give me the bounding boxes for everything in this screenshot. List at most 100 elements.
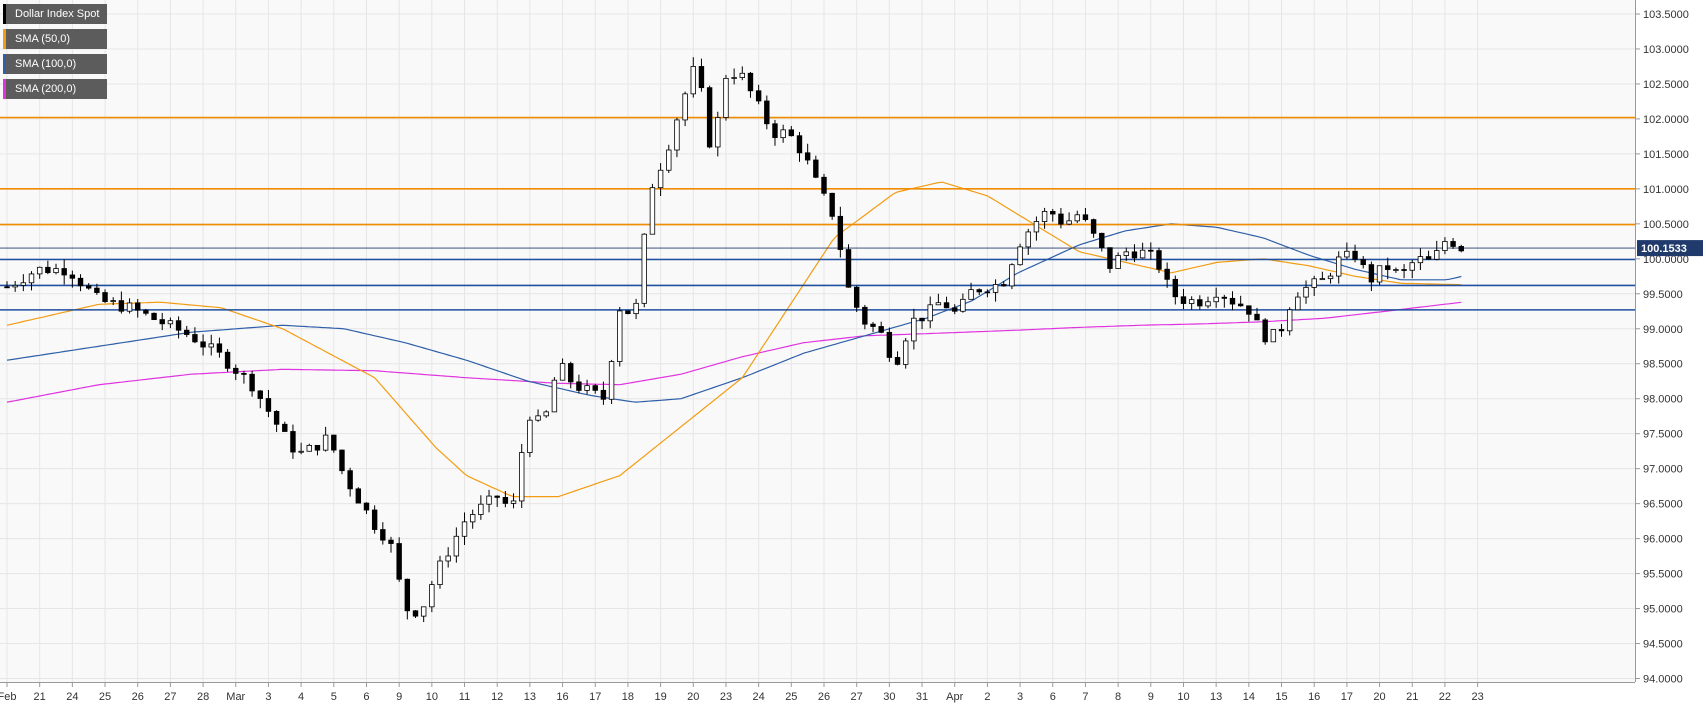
x-tick-label: 7 [1082, 691, 1088, 703]
candle-body [478, 503, 484, 515]
candle-body [1278, 329, 1285, 332]
candle-body [576, 381, 582, 391]
x-tick-label: 28 [197, 691, 209, 703]
candle-body [813, 159, 819, 178]
x-tick-label: 25 [785, 691, 797, 703]
y-tick-label: 99.0000 [1643, 324, 1683, 336]
candle-body [837, 215, 844, 250]
candle-body [494, 495, 500, 498]
legend-label: SMA (200,0) [15, 83, 77, 95]
x-tick-label: 10 [426, 691, 438, 703]
candle-body [886, 331, 893, 358]
candle-body [298, 450, 304, 453]
candle-body [764, 100, 770, 125]
candle-body [249, 373, 255, 392]
candle-body [437, 560, 443, 585]
candle-body [894, 357, 901, 365]
candle-body [45, 266, 51, 274]
candle-body [388, 539, 394, 544]
candle-body [175, 320, 182, 331]
candle-body [510, 500, 517, 504]
candle-body [788, 129, 795, 137]
candle-body [919, 317, 925, 322]
candle-body [28, 273, 35, 284]
candle-body [674, 119, 680, 151]
candle-body [331, 434, 337, 451]
candle-body [371, 509, 378, 530]
candle-body [216, 343, 223, 353]
x-tick-label: 4 [298, 691, 304, 703]
candle-body [625, 310, 631, 315]
candle-body [1025, 231, 1031, 248]
candle-body [1425, 256, 1432, 260]
candle-body [878, 326, 884, 333]
x-tick-label: 9 [1148, 691, 1154, 703]
current-price-tag: 100.1533 [1637, 240, 1703, 257]
candle-body [559, 363, 566, 381]
candle-body [322, 434, 329, 451]
legend-item-sma-200[interactable]: SMA (200,0) [3, 79, 108, 99]
candle-body [1385, 265, 1391, 270]
candle-body [1172, 278, 1179, 298]
candle-body [592, 385, 598, 391]
candle-body [1311, 278, 1317, 288]
legend-label: SMA (50,0) [15, 33, 71, 45]
candle-body [224, 351, 231, 369]
candle-body [1188, 299, 1195, 304]
candle-body [241, 372, 247, 375]
candle-body [1033, 221, 1040, 233]
candle-body [1368, 264, 1375, 283]
candle-body [184, 329, 190, 335]
x-tick-label: 23 [720, 691, 732, 703]
candle-body [135, 302, 141, 311]
candle-body [1417, 256, 1424, 264]
candle-body [233, 367, 239, 374]
candle-body [1123, 251, 1129, 256]
candles [4, 57, 1464, 623]
candle-body [1450, 241, 1456, 247]
candle-body [772, 123, 778, 139]
candle-body [94, 287, 100, 293]
candle-body [404, 578, 411, 612]
legend-swatch [3, 29, 6, 49]
candle-body [502, 496, 509, 504]
candle-body [461, 521, 468, 537]
candle-body [36, 266, 43, 275]
candle-body [633, 302, 639, 315]
x-tick-label: 3 [1017, 691, 1023, 703]
legend-item-sma-100[interactable]: SMA (100,0) [3, 54, 108, 74]
candle-body [853, 286, 860, 308]
sma-200-path [6, 301, 1462, 403]
candle-body [1131, 251, 1138, 259]
legend-item-dollar-index[interactable]: Dollar Index Spot [3, 4, 108, 24]
candle-body [657, 169, 664, 189]
y-tick-label: 101.5000 [1643, 149, 1689, 161]
candle-body [1319, 278, 1326, 281]
x-tick-label: Apr [946, 691, 963, 703]
x-tick-label: 6 [1050, 691, 1056, 703]
candle-body [600, 389, 607, 400]
candle-body [747, 72, 754, 92]
sma-50-line [6, 181, 1462, 498]
y-tick-label: 95.0000 [1643, 604, 1683, 616]
x-tick-label: Mar [226, 691, 245, 703]
x-tick-label: 17 [589, 691, 601, 703]
y-tick-label: 98.0000 [1643, 394, 1683, 406]
x-axis-ticks: Feb 21 24 25 26 27 28 Mar 3 4 5 6 9 10 11 12 13 16 17 18 19 2… [0, 682, 1484, 703]
candle-body [314, 444, 321, 451]
candle-body [265, 398, 272, 412]
candle-body [1139, 249, 1146, 259]
x-tick-label: 27 [164, 691, 176, 703]
candle-body [1393, 269, 1399, 271]
candle-body [992, 284, 999, 293]
legend-item-sma-50[interactable]: SMA (50,0) [3, 29, 108, 49]
candle-body [952, 307, 958, 312]
candle-body [257, 390, 263, 399]
candle-body [715, 117, 721, 148]
candle-body [453, 535, 460, 557]
candle-body [796, 135, 803, 154]
grid [0, 0, 1635, 682]
y-tick-label: 102.5000 [1643, 79, 1689, 91]
candle-body [731, 77, 737, 79]
candle-body [1237, 303, 1244, 307]
